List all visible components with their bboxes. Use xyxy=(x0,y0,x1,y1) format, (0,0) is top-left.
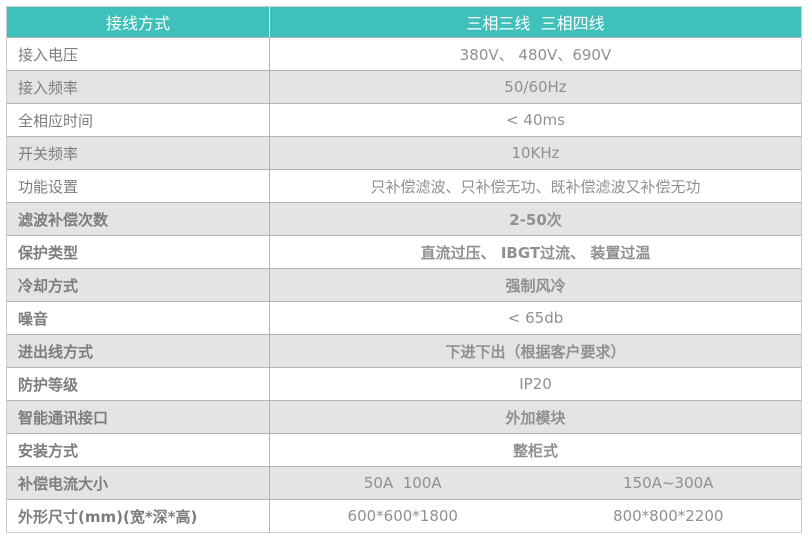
table-row-cooling-method: 冷却方式 强制风冷 xyxy=(7,268,801,301)
table-row-response-time: 全相应时间 < 40ms xyxy=(7,103,801,136)
row-label: 外形尺寸(mm)(宽*深*高) xyxy=(7,500,270,532)
row-value: < 40ms xyxy=(506,111,565,129)
row-value: 50/60Hz xyxy=(504,78,567,96)
row-value-left: 600*600*1800 xyxy=(347,507,458,525)
row-value: 只补偿滤波、只补偿无功、既补偿滤波又补偿无功 xyxy=(370,177,701,196)
row-label: 安装方式 xyxy=(7,434,270,466)
table-row-communication-interface: 智能通讯接口 外加模块 xyxy=(7,400,801,433)
row-label: 噪音 xyxy=(7,302,270,334)
table-row-input-frequency: 接入频率 50/60Hz xyxy=(7,70,801,103)
table-row-dimensions: 外形尺寸(mm)(宽*深*高) 600*600*1800 800*800*220… xyxy=(7,499,801,532)
row-value: 直流过压、 IBGT过流、 装置过温 xyxy=(420,243,651,262)
row-label: 保护类型 xyxy=(7,236,270,268)
table-row-function-setting: 功能设置 只补偿滤波、只补偿无功、既补偿滤波又补偿无功 xyxy=(7,169,801,202)
row-label: 开关频率 xyxy=(7,137,270,169)
row-value: 强制风冷 xyxy=(505,276,566,295)
row-value: 整柜式 xyxy=(512,441,558,460)
row-value: 下进下出（根据客户要求） xyxy=(445,342,626,361)
row-value-right: 800*800*2200 xyxy=(613,507,724,525)
table-row-filter-compensation-orders: 滤波补偿次数 2-50次 xyxy=(7,202,801,235)
row-value-right: 150A~300A xyxy=(623,474,714,492)
row-value-left: 50A 100A xyxy=(363,474,442,492)
table-row-noise: 噪音 < 65db xyxy=(7,301,801,334)
row-value-split: 600*600*1800 800*800*2200 xyxy=(270,500,801,532)
row-value-split: 50A 100A 150A~300A xyxy=(270,467,801,499)
header-param-column: 接线方式 xyxy=(7,7,270,37)
table-row-protection-type: 保护类型 直流过压、 IBGT过流、 装置过温 xyxy=(7,235,801,268)
table-row-cable-entry: 进出线方式 下进下出（根据客户要求） xyxy=(7,334,801,367)
row-label: 接入频率 xyxy=(7,71,270,103)
header-value-column: 三相三线 三相四线 xyxy=(466,14,605,33)
row-label: 接入电压 xyxy=(7,38,270,70)
spec-table: 接线方式 三相三线 三相四线 接入电压 380V、 480V、690V 接入频率… xyxy=(6,6,802,533)
row-label: 智能通讯接口 xyxy=(7,401,270,433)
table-row-protection-rating: 防护等级 IP20 xyxy=(7,367,801,400)
row-label: 滤波补偿次数 xyxy=(7,203,270,235)
row-value: IP20 xyxy=(519,375,552,393)
row-value: 外加模块 xyxy=(505,408,566,427)
table-row-compensation-current: 补偿电流大小 50A 100A 150A~300A xyxy=(7,466,801,499)
row-label: 冷却方式 xyxy=(7,269,270,301)
row-label: 全相应时间 xyxy=(7,104,270,136)
row-label: 功能设置 xyxy=(7,170,270,202)
row-label: 进出线方式 xyxy=(7,335,270,367)
row-label: 补偿电流大小 xyxy=(7,467,270,499)
row-value: 2-50次 xyxy=(509,210,562,229)
table-row-switching-frequency: 开关频率 10KHz xyxy=(7,136,801,169)
row-value: 10KHz xyxy=(511,144,560,162)
row-label: 防护等级 xyxy=(7,368,270,400)
row-value: < 65db xyxy=(507,309,564,327)
table-row-input-voltage: 接入电压 380V、 480V、690V xyxy=(7,37,801,70)
row-value: 380V、 480V、690V xyxy=(459,45,612,64)
table-row-installation-method: 安装方式 整柜式 xyxy=(7,433,801,466)
table-header-row: 接线方式 三相三线 三相四线 xyxy=(7,7,801,37)
